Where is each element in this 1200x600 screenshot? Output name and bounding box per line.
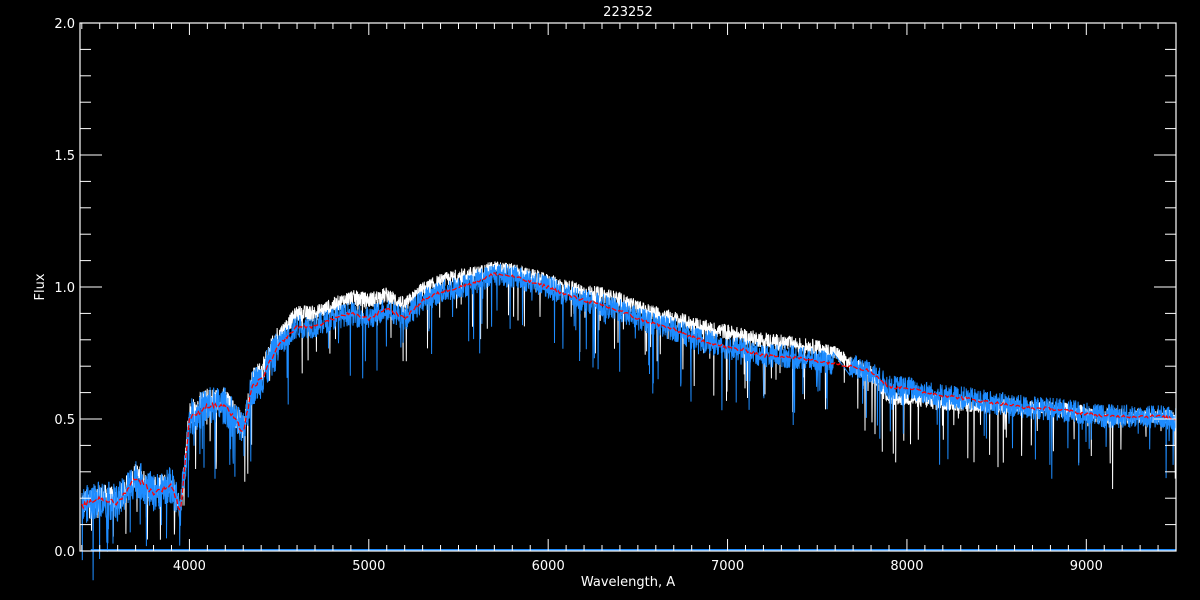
chart-title: 223252 (603, 5, 653, 20)
x-tick-label: 7000 (711, 559, 744, 574)
y-tick-label: 0.5 (54, 413, 75, 428)
x-tick-label: 6000 (532, 559, 565, 574)
x-tick-label: 9000 (1070, 559, 1103, 574)
series-layer (81, 261, 1177, 581)
x-axis-label: Wavelength, A (581, 575, 675, 590)
x-tick-label: 8000 (890, 559, 923, 574)
y-axis-label: Flux (33, 273, 48, 300)
y-tick-label: 2.0 (54, 17, 75, 32)
y-tick-label: 0.0 (54, 545, 75, 560)
y-tick-label: 1.0 (54, 281, 75, 296)
x-tick-label: 4000 (173, 559, 206, 574)
axis-ticks: 4000 5000 6000 7000 8000 9000 0.0 0.5 1.0 1.5 2.0 (54, 17, 1177, 574)
x-tick-label: 5000 (352, 559, 385, 574)
smoothed-spectrum (81, 272, 1176, 511)
y-tick-label: 1.5 (54, 149, 75, 164)
observed-spectrum (81, 263, 1177, 581)
